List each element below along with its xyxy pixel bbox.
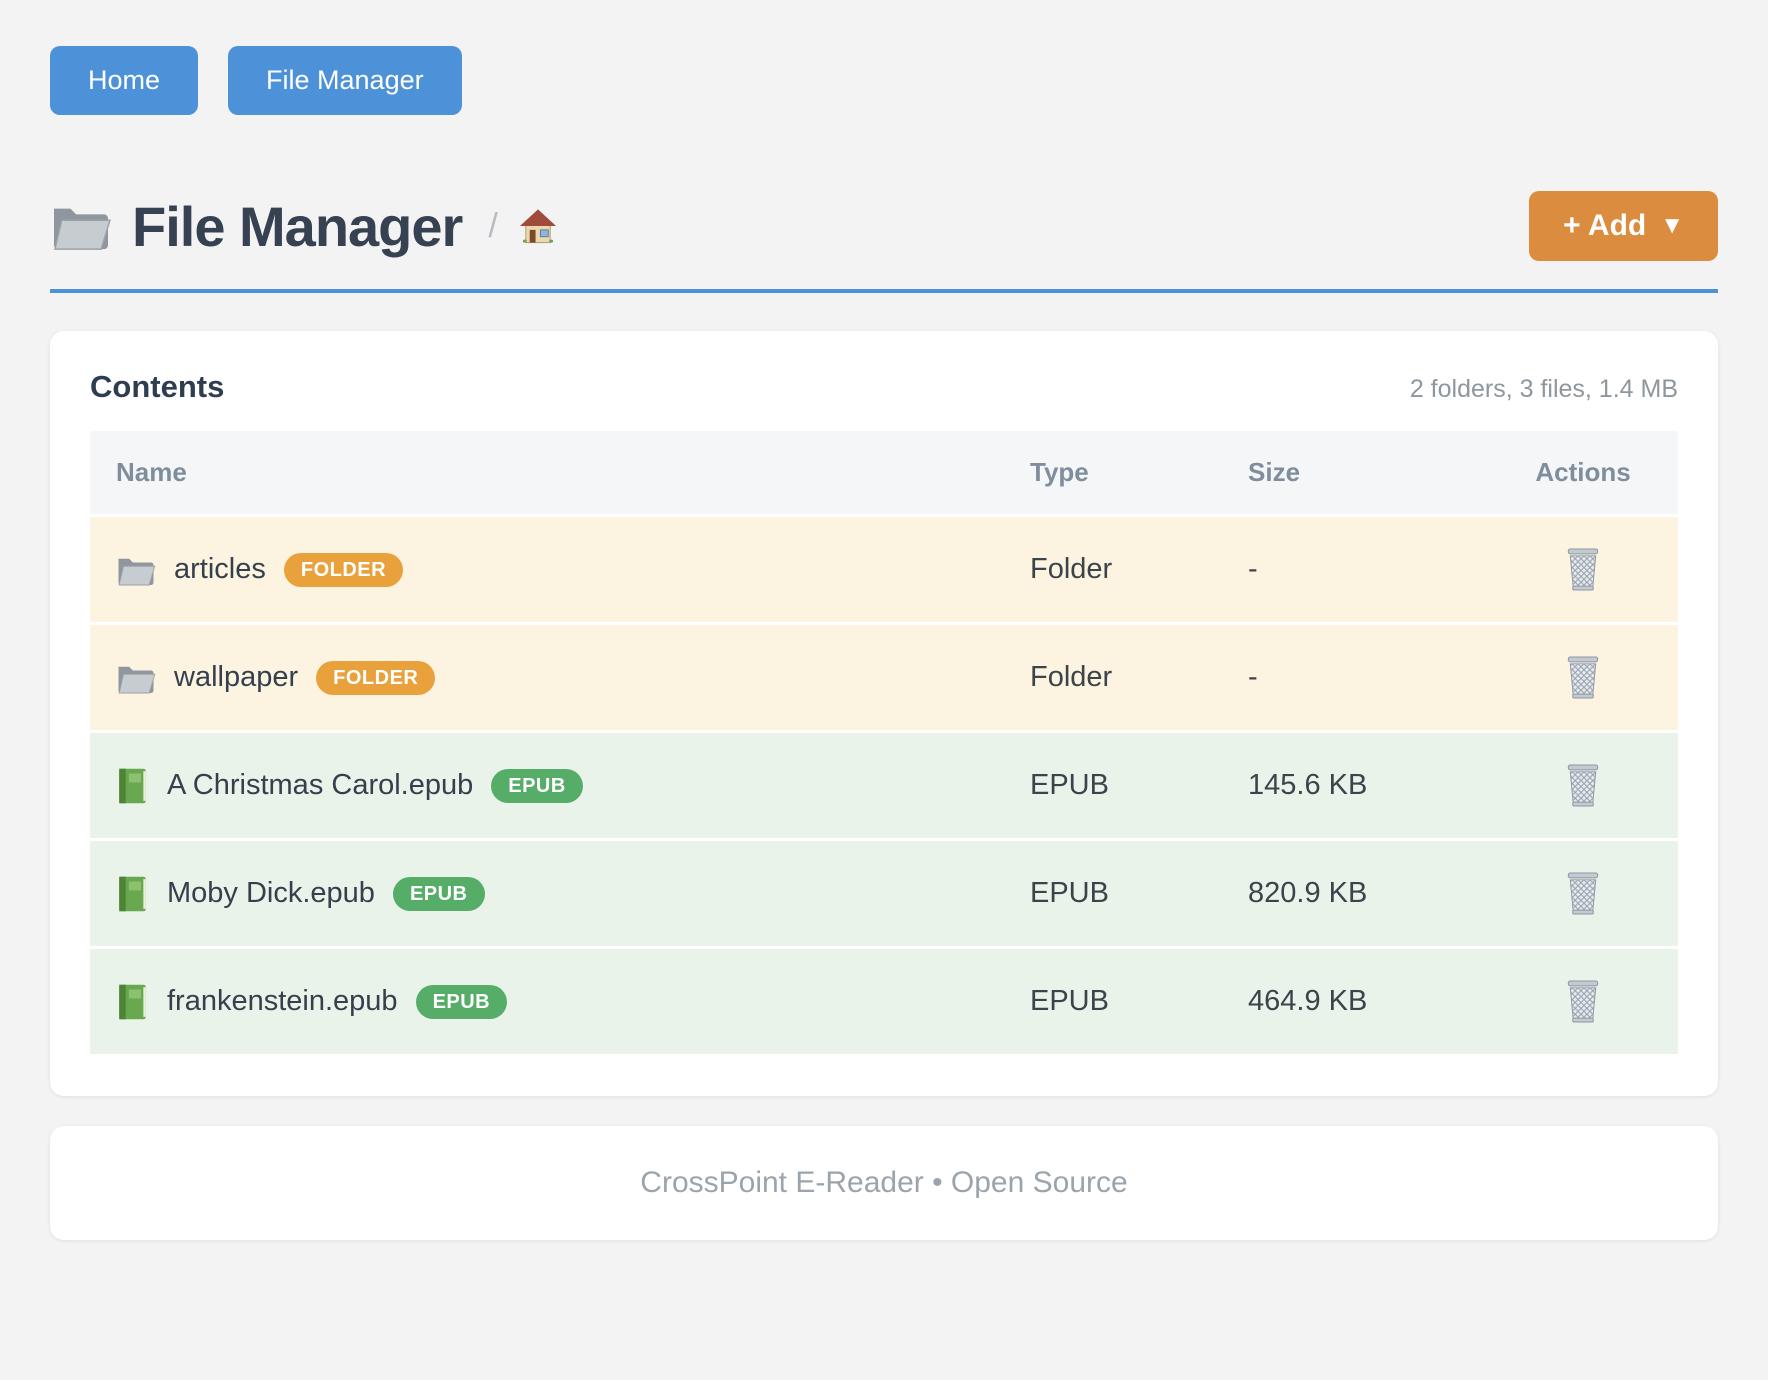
book-icon: [116, 875, 149, 913]
home-nav-button[interactable]: Home: [50, 46, 199, 115]
actions-cell: [1488, 871, 1678, 916]
item-name-link[interactable]: frankenstein.epub: [167, 985, 398, 1017]
type-badge: EPUB: [491, 768, 583, 803]
delete-button[interactable]: [1563, 547, 1603, 592]
delete-button[interactable]: [1563, 763, 1603, 808]
actions-cell: [1488, 979, 1678, 1024]
file-table: Name Type Size Actions articles FOLDER F…: [90, 431, 1678, 1054]
trash-icon: [1563, 547, 1603, 592]
type-badge: EPUB: [392, 876, 485, 911]
trash-icon: [1563, 763, 1603, 808]
size-cell: 820.9 KB: [1248, 877, 1368, 909]
folder-icon: [116, 552, 156, 588]
table-row: Moby Dick.epub EPUB EPUB 820.9 KB: [90, 841, 1678, 946]
house-icon[interactable]: [518, 207, 558, 245]
column-header-name: Name: [116, 457, 187, 487]
type-badge: EPUB: [415, 984, 508, 1019]
add-button[interactable]: + Add ▼: [1529, 191, 1718, 261]
actions-cell: [1488, 763, 1678, 808]
folder-icon: [50, 199, 112, 253]
header-divider: [50, 289, 1718, 293]
table-body: articles FOLDER Folder - wallpaper FOLDE…: [90, 517, 1678, 1054]
column-header-size: Size: [1248, 457, 1301, 487]
item-name-link[interactable]: Moby Dick.epub: [167, 877, 375, 909]
name-cell: wallpaper FOLDER: [90, 660, 1030, 696]
top-navigation: Home File Manager: [50, 0, 1718, 115]
delete-button[interactable]: [1563, 871, 1603, 916]
footer-card: CrossPoint E-Reader • Open Source: [50, 1126, 1718, 1240]
type-badge: FOLDER: [316, 660, 436, 695]
name-cell: articles FOLDER: [90, 552, 1030, 588]
name-cell: Moby Dick.epub EPUB: [90, 875, 1030, 913]
book-icon: [116, 767, 149, 805]
actions-cell: [1488, 547, 1678, 592]
breadcrumb-separator: /: [488, 206, 498, 245]
name-cell: frankenstein.epub EPUB: [90, 983, 1030, 1021]
type-badge: FOLDER: [283, 552, 404, 587]
contents-header: Contents 2 folders, 3 files, 1.4 MB: [90, 369, 1678, 405]
book-icon: [116, 983, 149, 1021]
trash-icon: [1563, 979, 1603, 1024]
size-cell: 464.9 KB: [1248, 985, 1368, 1017]
type-cell: EPUB: [1030, 769, 1109, 801]
type-cell: Folder: [1030, 553, 1113, 585]
table-row: wallpaper FOLDER Folder -: [90, 625, 1678, 730]
contents-title: Contents: [90, 369, 225, 404]
delete-button[interactable]: [1563, 655, 1603, 700]
page-title: File Manager: [132, 194, 463, 258]
footer-text: CrossPoint E-Reader • Open Source: [640, 1166, 1128, 1199]
table-row: articles FOLDER Folder -: [90, 517, 1678, 622]
page-heading: File Manager /: [50, 194, 558, 259]
contents-card: Contents 2 folders, 3 files, 1.4 MB Name…: [50, 331, 1718, 1096]
actions-cell: [1488, 655, 1678, 700]
column-header-type: Type: [1030, 457, 1089, 487]
add-button-label: + Add: [1563, 209, 1647, 242]
chevron-down-icon: ▼: [1660, 212, 1684, 239]
trash-icon: [1563, 655, 1603, 700]
table-row: frankenstein.epub EPUB EPUB 464.9 KB: [90, 949, 1678, 1054]
page-header: File Manager / + Add ▼: [50, 191, 1718, 261]
size-cell: 145.6 KB: [1248, 769, 1368, 801]
type-cell: EPUB: [1030, 877, 1109, 909]
folder-icon: [116, 660, 156, 696]
item-name-link[interactable]: wallpaper: [174, 661, 299, 693]
table-header-row: Name Type Size Actions: [90, 431, 1678, 514]
column-header-actions: Actions: [1535, 457, 1631, 487]
contents-summary: 2 folders, 3 files, 1.4 MB: [1409, 375, 1678, 403]
size-cell: -: [1248, 553, 1258, 585]
table-row: A Christmas Carol.epub EPUB EPUB 145.6 K…: [90, 733, 1678, 838]
name-cell: A Christmas Carol.epub EPUB: [90, 767, 1030, 805]
delete-button[interactable]: [1563, 979, 1603, 1024]
item-name-link[interactable]: articles: [174, 553, 266, 585]
file-manager-nav-button[interactable]: File Manager: [228, 46, 462, 115]
item-name-link[interactable]: A Christmas Carol.epub: [167, 769, 474, 801]
type-cell: EPUB: [1030, 985, 1109, 1017]
type-cell: Folder: [1030, 661, 1113, 693]
size-cell: -: [1248, 661, 1258, 693]
file-manager-page: Home File Manager File Manager / + Add ▼…: [50, 0, 1718, 1240]
trash-icon: [1563, 871, 1603, 916]
